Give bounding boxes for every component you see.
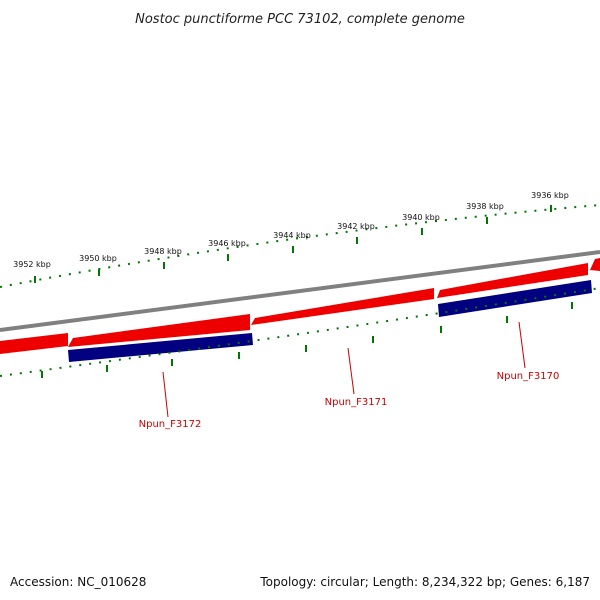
tick-label: 3944 kbp (273, 231, 311, 240)
feature-segment[interactable] (590, 258, 600, 271)
tick-label: 3938 kbp (466, 202, 504, 211)
feature-segment[interactable] (0, 333, 68, 354)
feature-segment[interactable] (437, 263, 588, 298)
tick-label: 3942 kbp (337, 222, 375, 231)
gene-label-npun-f3170[interactable]: Npun_F3170 (497, 371, 560, 382)
gene-labels: Npun_F3172 Npun_F3171 Npun_F3170 (139, 321, 560, 430)
leader-line (347, 347, 355, 395)
inner-tick-track (0, 287, 600, 378)
tick-label: 3952 kbp (13, 260, 51, 269)
tick-label: 3946 kbp (208, 239, 246, 248)
inner-minor-ticks (0, 287, 600, 377)
tick-label: 3940 kbp (402, 213, 440, 222)
feature-track (0, 258, 600, 354)
feature-segment[interactable] (251, 288, 434, 325)
tick-label: 3948 kbp (144, 247, 182, 256)
feature-segment[interactable] (68, 314, 250, 347)
cds-block[interactable] (68, 333, 253, 362)
tick-label: 3936 kbp (531, 191, 569, 200)
map-title: Nostoc punctiforme PCC 73102, complete g… (135, 12, 465, 27)
leader-line (162, 371, 169, 418)
topology-summary: Topology: circular; Length: 8,234,322 bp… (259, 575, 590, 589)
accession-text: Accession: NC_010628 (10, 575, 146, 589)
outer-tick-track (0, 204, 600, 288)
genome-backbone (0, 250, 600, 332)
cds-track (68, 280, 592, 362)
outer-major-ticks (34, 205, 552, 283)
gene-label-npun-f3171[interactable]: Npun_F3171 (325, 397, 388, 408)
outer-minor-ticks (0, 204, 600, 288)
tick-label: 3950 kbp (79, 254, 117, 263)
leader-line (518, 321, 526, 369)
tick-labels: 3952 kbp 3950 kbp 3948 kbp 3946 kbp 3944… (13, 191, 569, 269)
gene-label-npun-f3172[interactable]: Npun_F3172 (139, 419, 202, 430)
